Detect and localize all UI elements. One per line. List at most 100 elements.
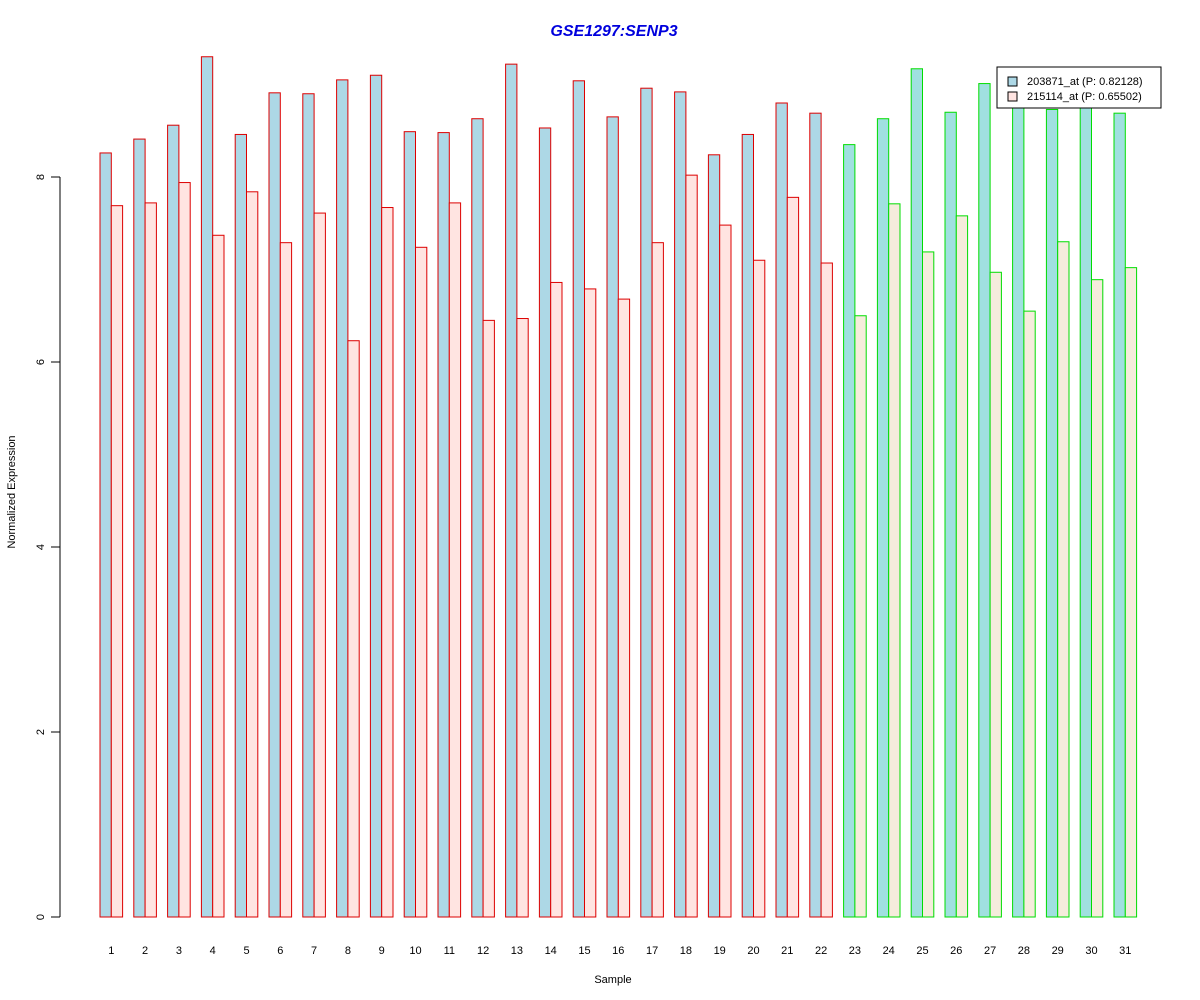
bar-series-2 xyxy=(381,207,394,918)
bar-series-2 xyxy=(922,251,935,918)
bar-series-2 xyxy=(584,288,597,918)
legend: 203871_at (P: 0.82128) 215114_at (P: 0.6… xyxy=(996,66,1162,109)
x-tick-label: 27 xyxy=(984,945,996,957)
bar-series-2 xyxy=(550,281,563,918)
legend-swatch-series-1 xyxy=(1007,76,1018,87)
y-axis: 0 2 4 6 8 xyxy=(35,174,61,920)
bar-series-1 xyxy=(369,74,383,918)
bar-series-2 xyxy=(448,202,462,918)
bar-series-1 xyxy=(1113,112,1126,918)
x-tick-label: 21 xyxy=(781,945,793,957)
bar-series-2 xyxy=(786,196,800,918)
bar-series-1 xyxy=(336,79,349,918)
x-tick-label: 11 xyxy=(444,945,455,957)
x-tick-label: 26 xyxy=(950,945,962,957)
bar-series-1 xyxy=(302,93,315,918)
bar-series-1 xyxy=(741,133,755,918)
bar-series-2 xyxy=(820,262,833,918)
x-tick-label: 5 xyxy=(243,945,249,957)
x-tick-label: 18 xyxy=(680,945,692,957)
x-tick-label: 19 xyxy=(714,945,726,957)
legend-box xyxy=(996,66,1162,109)
bar-series-1 xyxy=(268,92,281,918)
bar-series-1 xyxy=(707,154,721,918)
bar-series-2 xyxy=(888,203,901,918)
legend-swatch-series-2 xyxy=(1007,91,1018,102)
bar-series-2 xyxy=(753,259,766,918)
bar-series-1 xyxy=(403,131,417,918)
bar-series-2 xyxy=(313,212,326,918)
bar-series-2 xyxy=(110,205,124,918)
bar-series-1 xyxy=(775,102,788,918)
x-tick-label: 25 xyxy=(916,945,928,957)
bar-series-1 xyxy=(437,132,450,918)
y-tick-label: 2 xyxy=(35,729,47,735)
bar-series-2 xyxy=(854,315,867,918)
bar-series-1 xyxy=(167,124,180,918)
bar-series-1 xyxy=(978,83,991,918)
x-tick-label: 1 xyxy=(108,945,114,957)
bar-series-2 xyxy=(1091,279,1104,918)
bar-series-2 xyxy=(719,224,732,918)
bars xyxy=(99,56,1138,918)
y-tick-label: 8 xyxy=(35,174,47,180)
bar-series-2 xyxy=(955,215,969,918)
x-tick-label: 12 xyxy=(477,945,489,957)
x-tick-label: 7 xyxy=(311,945,317,957)
y-tick-label: 4 xyxy=(35,544,47,550)
legend-label-series-2: 215114_at (P: 0.65502) xyxy=(1027,91,1142,103)
bar-series-1 xyxy=(538,127,552,918)
bar-series-2 xyxy=(279,242,293,918)
x-tick-label: 29 xyxy=(1052,945,1064,957)
bar-series-1 xyxy=(809,112,822,918)
x-tick-label: 10 xyxy=(409,945,421,957)
bar-series-1 xyxy=(471,118,484,918)
bar-series-1 xyxy=(505,63,518,918)
bar-series-2 xyxy=(144,202,157,918)
x-tick-label: 3 xyxy=(176,945,182,957)
bar-series-1 xyxy=(1079,107,1092,918)
bar-series-2 xyxy=(516,318,529,918)
bar-series-2 xyxy=(685,174,698,918)
bar-series-1 xyxy=(843,144,856,918)
bar-series-1 xyxy=(234,133,247,918)
x-tick-labels: 1 2 3 4 5 6 7 8 9 10 11 12 13 14 15 16 17 18 19 20 21 22 23 24 2… xyxy=(108,945,1131,957)
bar-series-1 xyxy=(910,68,924,918)
bar-series-1 xyxy=(640,87,653,918)
x-tick-label: 8 xyxy=(345,945,351,957)
x-tick-label: 4 xyxy=(210,945,216,957)
x-tick-label: 6 xyxy=(277,945,283,957)
y-tick-label: 6 xyxy=(35,359,47,365)
x-tick-label: 2 xyxy=(142,945,148,957)
bar-series-2 xyxy=(1057,241,1070,918)
x-tick-label: 24 xyxy=(883,945,895,957)
bar-series-1 xyxy=(674,91,687,918)
bar-series-2 xyxy=(1023,310,1036,918)
x-tick-label: 28 xyxy=(1018,945,1030,957)
bar-series-1 xyxy=(572,80,586,918)
bar-series-2 xyxy=(178,182,191,918)
bar-series-1 xyxy=(876,118,890,918)
bar-series-1 xyxy=(606,116,619,918)
bar-series-2 xyxy=(989,271,1002,918)
x-tick-label: 20 xyxy=(747,945,759,957)
x-tick-label: 15 xyxy=(578,945,590,957)
bar-series-2 xyxy=(415,246,428,918)
chart-title: GSE1297:SENP3 xyxy=(550,23,677,40)
x-tick-label: 14 xyxy=(545,945,557,957)
x-tick-label: 16 xyxy=(612,945,624,957)
bar-series-2 xyxy=(246,191,259,918)
x-axis-label: Sample xyxy=(594,974,631,986)
bar-series-1 xyxy=(1045,108,1059,918)
bar-series-1 xyxy=(944,111,957,918)
x-tick-label: 31 xyxy=(1119,945,1131,957)
x-tick-label: 9 xyxy=(379,945,385,957)
bar-series-2 xyxy=(347,340,360,918)
bar-series-1 xyxy=(99,152,112,918)
bar-series-1 xyxy=(200,56,214,918)
bar-series-2 xyxy=(212,234,225,918)
bar-series-1 xyxy=(133,138,146,918)
x-tick-label: 23 xyxy=(849,945,861,957)
bar-series-1 xyxy=(1012,106,1025,918)
